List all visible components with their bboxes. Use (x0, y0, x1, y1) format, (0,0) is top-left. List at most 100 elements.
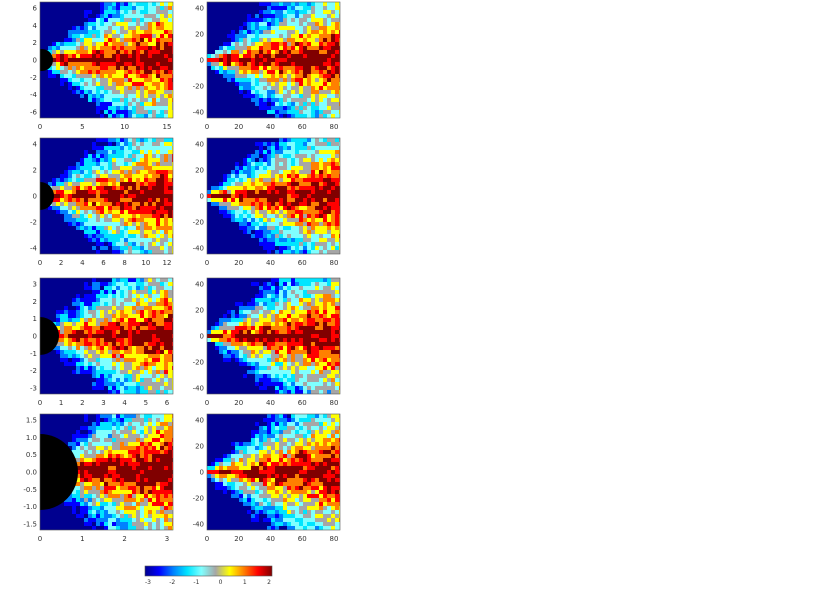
x-tick-label: 0 (205, 535, 209, 543)
panel-row4-left: 0 1 2 3 1.5 1.0 0.5 0.0 -0.5 -1.0 -1.5 (23, 413, 174, 543)
x-tick-label: 80 (330, 123, 339, 131)
y-tick-label: -4 (30, 245, 38, 253)
y-tick-label: -1.0 (23, 503, 37, 511)
y-tick-label: 0 (33, 57, 37, 65)
y-tick-label: 3 (33, 281, 37, 289)
y-tick-label: -40 (193, 245, 204, 253)
panel-frame (206, 1, 341, 119)
y-tick-label: 0 (200, 333, 204, 341)
x-tick-label: 80 (330, 399, 339, 407)
panel-frame (206, 413, 341, 531)
x-tick-label: 2 (80, 399, 84, 407)
colorbar-gradient (144, 565, 273, 577)
x-tick-label: 10 (141, 259, 150, 267)
y-tick-label: 20 (195, 307, 204, 315)
y-tick-label: 40 (195, 417, 204, 425)
obstacle-disk (40, 434, 78, 510)
colorbar-tick-label: -2 (169, 579, 175, 586)
panel-frame (206, 137, 341, 255)
x-tick-label: 0 (38, 399, 42, 407)
x-tick-label: 0 (205, 399, 209, 407)
y-tick-label: -3 (30, 385, 37, 393)
heatmap-field (40, 414, 173, 530)
y-tick-label: -20 (193, 83, 204, 91)
y-tick-label: -1.5 (23, 521, 37, 529)
x-tick-label: 60 (298, 259, 307, 267)
obstacle-disk (40, 49, 53, 71)
panel-row4-right: 0 20 40 60 80 40 20 0 -20 -40 (193, 413, 341, 543)
x-tick-label: 1 (59, 399, 63, 407)
y-tick-label: 2 (33, 298, 37, 306)
x-tick-label: 0 (38, 535, 42, 543)
x-tick-label: 80 (330, 259, 339, 267)
x-tick-label: 40 (266, 259, 275, 267)
x-tick-label: 4 (80, 259, 85, 267)
y-tick-label: 0 (33, 333, 37, 341)
y-tick-label: -40 (193, 521, 204, 529)
y-tick-label: 0.0 (26, 469, 37, 477)
panel-row1-right: 0 20 40 60 80 40 20 0 -20 -40 (193, 1, 341, 131)
y-tick-label: -1 (30, 350, 37, 358)
y-tick-label: 40 (195, 281, 204, 289)
x-tick-label: 40 (266, 123, 275, 131)
y-tick-label: 2 (33, 167, 37, 175)
x-tick-label: 1 (80, 535, 84, 543)
x-tick-label: 20 (234, 535, 243, 543)
panel-row2-right: 0 20 40 60 80 40 20 0 -20 -40 (193, 137, 341, 267)
y-tick-label: -40 (193, 385, 204, 393)
colorbar-tick-label: 0 (219, 579, 223, 586)
y-tick-label: -4 (30, 91, 38, 99)
y-tick-label: -20 (193, 495, 204, 503)
panel-frame (39, 1, 174, 119)
colorbar-tick-label: -3 (145, 579, 151, 586)
colorbar-tick-label: 2 (267, 579, 271, 586)
heatmap-field (207, 2, 340, 118)
y-tick-label: 0 (200, 193, 204, 201)
x-tick-label: 0 (205, 259, 209, 267)
heatmap-field (40, 278, 173, 394)
panel-row3-left: 0 1 2 3 4 5 6 3 2 1 0 -1 -2 -3 (30, 277, 174, 407)
x-tick-label: 5 (80, 123, 84, 131)
panel-row1-left: 0 5 10 15 6 4 2 0 -2 -4 -6 (30, 1, 174, 131)
panel-frame (206, 277, 341, 395)
y-tick-label: 20 (195, 31, 204, 39)
x-tick-label: 60 (298, 535, 307, 543)
x-tick-label: 3 (165, 535, 169, 543)
colorbar: -3 -2 -1 0 1 2 (144, 565, 273, 586)
x-tick-label: 0 (38, 123, 42, 131)
panel-frame (39, 277, 174, 395)
x-tick-label: 20 (234, 259, 243, 267)
y-tick-label: 0 (200, 57, 204, 65)
x-tick-label: 20 (234, 399, 243, 407)
x-tick-label: 2 (59, 259, 63, 267)
colorbar-tick-label: 1 (243, 579, 247, 586)
y-tick-label: 0 (33, 193, 37, 201)
heatmap-field (207, 414, 340, 530)
y-tick-label: -2 (30, 74, 37, 82)
x-tick-label: 0 (205, 123, 209, 131)
heatmap-field (40, 138, 173, 254)
obstacle-disk (40, 182, 54, 210)
y-tick-label: 0.5 (26, 451, 37, 459)
y-tick-label: 6 (33, 5, 38, 13)
x-tick-label: 0 (38, 259, 42, 267)
y-tick-label: -0.5 (23, 486, 37, 494)
y-tick-label: 1 (33, 315, 37, 323)
x-tick-label: 12 (163, 259, 172, 267)
x-tick-label: 8 (122, 259, 126, 267)
y-tick-label: 2 (33, 39, 37, 47)
x-tick-label: 20 (234, 123, 243, 131)
obstacle-disk (40, 317, 59, 355)
heatmap-field (207, 278, 340, 394)
y-tick-label: -2 (30, 367, 37, 375)
x-tick-label: 5 (144, 399, 148, 407)
y-tick-label: -2 (30, 219, 37, 227)
y-tick-label: -40 (193, 109, 204, 117)
x-tick-label: 3 (101, 399, 105, 407)
heatmap-field (40, 2, 173, 118)
x-tick-label: 15 (163, 123, 172, 131)
y-tick-label: 1.5 (26, 417, 37, 425)
x-tick-label: 2 (122, 535, 126, 543)
panel-row3-right: 0 20 40 60 80 40 20 0 -20 -40 (193, 277, 341, 407)
y-tick-label: 1.0 (26, 434, 37, 442)
